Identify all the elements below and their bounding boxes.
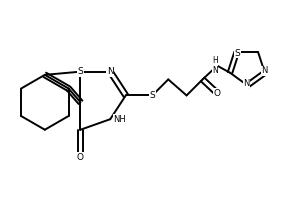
Text: S: S <box>78 67 83 76</box>
Text: N: N <box>107 67 114 76</box>
Text: S: S <box>149 91 155 100</box>
Text: O: O <box>77 153 84 162</box>
Text: N: N <box>243 79 250 88</box>
Text: NH: NH <box>113 115 126 124</box>
Text: H
N: H N <box>212 56 218 75</box>
Text: O: O <box>214 89 221 98</box>
Text: N: N <box>262 66 268 75</box>
Text: S: S <box>235 49 240 58</box>
